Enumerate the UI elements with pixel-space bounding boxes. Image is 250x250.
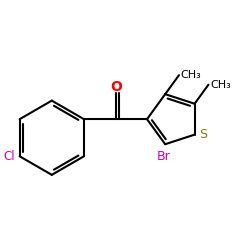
Text: CH₃: CH₃ [181,70,202,80]
Text: S: S [199,128,207,141]
Text: CH₃: CH₃ [210,80,231,90]
Text: Br: Br [157,150,171,164]
Text: O: O [110,80,122,94]
Text: Cl: Cl [4,150,15,163]
